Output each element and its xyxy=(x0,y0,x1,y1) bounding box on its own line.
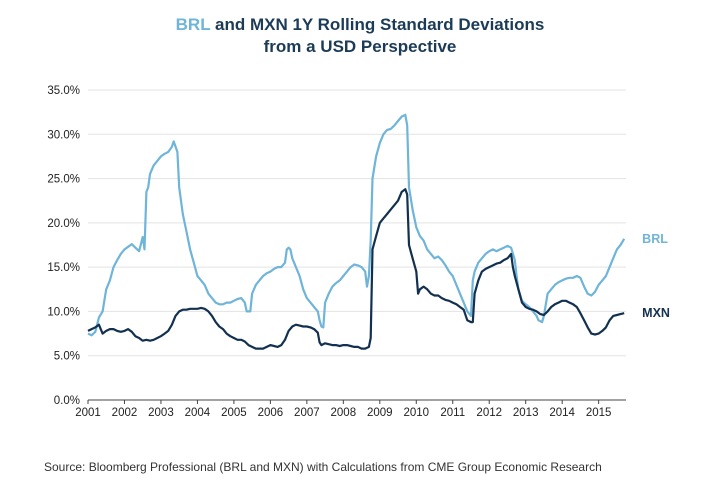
y-tick-label: 30.0% xyxy=(47,129,80,141)
y-tick-label: 35.0% xyxy=(47,85,80,97)
gridlines xyxy=(88,89,626,357)
series-line-brl xyxy=(87,113,626,337)
chart-title-line2: from a USD Perspective xyxy=(263,37,457,56)
chart-title: BRL and MXN 1Y Rolling Standard Deviatio… xyxy=(0,14,720,58)
series-label-brl: BRL xyxy=(642,232,668,246)
x-tick-label: 2007 xyxy=(294,407,320,419)
y-tick-label: 15.0% xyxy=(47,262,80,274)
axes: 0.0% 5.0% 10.0% 15.0% 20.0% 25.0% 30.0% 35.0% 20… xyxy=(47,85,626,419)
source-note: Source: Bloomberg Professional (BRL and … xyxy=(44,460,602,474)
x-tick-label: 2015 xyxy=(586,407,612,419)
x-tick-label: 2012 xyxy=(476,407,502,419)
x-tick-label: 2006 xyxy=(258,407,284,419)
series-labels: BRL MXN xyxy=(642,232,670,320)
x-tick-label: 2010 xyxy=(403,407,429,419)
x-tick-label: 2013 xyxy=(513,407,539,419)
series-label-mxn: MXN xyxy=(642,306,670,320)
chart-title-line1: and MXN 1Y Rolling Standard Deviations xyxy=(210,15,545,34)
x-tick-label: 2011 xyxy=(440,407,465,419)
series-line-mxn xyxy=(87,188,625,350)
y-tick-label: 5.0% xyxy=(54,351,80,363)
x-tick-label: 2004 xyxy=(185,407,211,419)
y-tick-label: 20.0% xyxy=(47,218,80,230)
x-tick-label: 2003 xyxy=(148,407,174,419)
x-tick-label: 2009 xyxy=(367,407,393,419)
x-tick-label: 2005 xyxy=(221,407,247,419)
y-tick-label: 10.0% xyxy=(47,306,80,318)
y-tick-label: 0.0% xyxy=(54,395,80,407)
y-tick-label: 25.0% xyxy=(47,174,80,186)
series-lines xyxy=(87,113,626,350)
x-tick-label: 2002 xyxy=(112,407,138,419)
x-tick-label: 2008 xyxy=(331,407,357,419)
x-tick-label: 2001 xyxy=(75,407,101,419)
x-tick-label: 2014 xyxy=(549,407,575,419)
chart-title-highlight: BRL xyxy=(175,15,211,34)
